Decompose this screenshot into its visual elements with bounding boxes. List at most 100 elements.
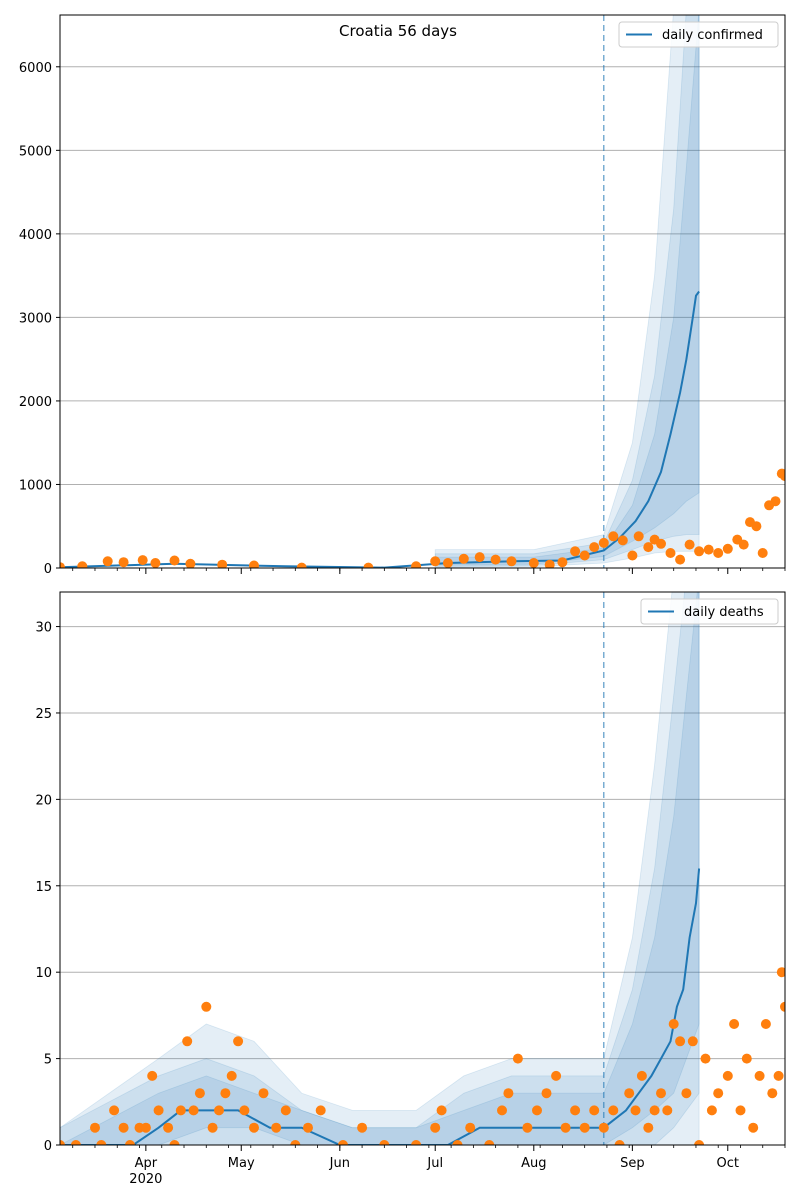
observed-point bbox=[96, 1140, 107, 1145]
axes-frame bbox=[59, 14, 786, 569]
y-tick-label: 5000 bbox=[19, 144, 52, 159]
observed-point bbox=[226, 1070, 237, 1081]
observed-point bbox=[90, 1122, 100, 1133]
observed-point bbox=[442, 558, 453, 568]
observed-point bbox=[258, 1088, 269, 1099]
observed-point bbox=[643, 542, 654, 553]
observed-point bbox=[668, 1019, 679, 1029]
y-tick-label: 30 bbox=[35, 621, 52, 636]
observed-point bbox=[430, 556, 441, 567]
observed-point bbox=[741, 1053, 752, 1064]
observed-point bbox=[303, 1122, 313, 1133]
observed-point bbox=[506, 556, 517, 567]
observed-point bbox=[656, 538, 666, 549]
observed-point bbox=[643, 1122, 654, 1133]
observed-point bbox=[140, 1122, 151, 1133]
observed-point bbox=[77, 561, 88, 568]
observed-point bbox=[570, 546, 581, 557]
observed-point bbox=[125, 1140, 135, 1145]
x-tick-label: Jun bbox=[329, 1156, 350, 1171]
observed-point bbox=[379, 1140, 390, 1145]
observed-point bbox=[512, 1053, 523, 1064]
x-tick-label: Jul bbox=[426, 1156, 443, 1171]
y-tick-label: 10 bbox=[35, 966, 52, 981]
observed-point bbox=[220, 1088, 231, 1099]
observed-point bbox=[271, 1122, 282, 1133]
observed-point bbox=[773, 1070, 784, 1081]
observed-point bbox=[503, 1088, 514, 1099]
x-tick-label: Aug bbox=[521, 1156, 546, 1171]
observed-point bbox=[411, 1140, 422, 1145]
observed-point bbox=[474, 552, 485, 563]
observed-point bbox=[633, 531, 644, 542]
observed-point bbox=[233, 1036, 244, 1047]
observed-point bbox=[675, 554, 686, 565]
observed-point bbox=[598, 537, 609, 548]
observed-point bbox=[614, 1140, 625, 1145]
observed-point bbox=[118, 1122, 129, 1133]
y-tick-label: 5 bbox=[44, 1053, 52, 1068]
observed-point bbox=[169, 555, 180, 566]
uncertainty-band bbox=[434, 15, 700, 566]
observed-point bbox=[484, 1140, 495, 1145]
observed-point bbox=[700, 1053, 711, 1064]
y-tick-label: 15 bbox=[35, 880, 52, 895]
observed-point bbox=[579, 1122, 590, 1133]
observed-point bbox=[627, 550, 638, 561]
observed-point bbox=[296, 562, 307, 568]
observed-point bbox=[694, 1140, 705, 1145]
observed-point bbox=[729, 1019, 740, 1029]
observed-point bbox=[217, 559, 228, 568]
observed-point bbox=[544, 559, 555, 568]
observed-point bbox=[687, 1036, 698, 1047]
y-tick-label: 1000 bbox=[19, 478, 52, 493]
y-tick-label: 20 bbox=[35, 793, 52, 808]
observed-point bbox=[185, 558, 196, 568]
legend-label: daily deaths bbox=[684, 605, 764, 620]
observed-point bbox=[780, 1001, 785, 1012]
observed-point bbox=[490, 554, 501, 565]
axes-frame bbox=[59, 591, 786, 1146]
observed-point bbox=[662, 1105, 673, 1116]
observed-point bbox=[137, 555, 148, 566]
observed-point bbox=[239, 1105, 250, 1116]
legend-box bbox=[618, 21, 779, 48]
observed-point bbox=[760, 1019, 771, 1029]
observed-point bbox=[315, 1105, 326, 1116]
observed-point bbox=[608, 1105, 619, 1116]
observed-point bbox=[290, 1140, 301, 1145]
uncertainty-band bbox=[434, 15, 700, 567]
y-tick-label: 0 bbox=[44, 1139, 52, 1154]
confirmed-panel: 0 1000 2000 3000 4000 5000 6000 daily confirmed bbox=[19, 14, 786, 577]
observed-point bbox=[649, 1105, 660, 1116]
observed-point bbox=[70, 1140, 81, 1145]
observed-point bbox=[665, 548, 676, 558]
observed-point bbox=[748, 1122, 759, 1133]
plot-area bbox=[60, 15, 785, 568]
observed-point bbox=[214, 1105, 224, 1116]
observed-point bbox=[617, 535, 628, 546]
observed-point bbox=[706, 1105, 717, 1116]
observed-point bbox=[713, 548, 724, 558]
observed-point bbox=[357, 1122, 368, 1133]
observed-point bbox=[722, 1070, 733, 1081]
observed-point bbox=[118, 557, 129, 568]
observed-point bbox=[338, 1140, 348, 1145]
observed-point bbox=[163, 1122, 174, 1133]
observed-point bbox=[188, 1105, 199, 1116]
observed-point bbox=[570, 1105, 581, 1116]
observed-point bbox=[624, 1088, 635, 1099]
y-tick-label: 0 bbox=[44, 562, 52, 577]
observed-point bbox=[153, 1105, 164, 1116]
observed-point bbox=[722, 543, 733, 554]
observed-point bbox=[630, 1105, 641, 1116]
legend-label: daily confirmed bbox=[662, 28, 763, 43]
observed-point bbox=[754, 1070, 765, 1081]
observed-point bbox=[430, 1122, 441, 1133]
y-tick-label: 25 bbox=[35, 707, 52, 722]
observed-point bbox=[458, 553, 469, 564]
observed-point bbox=[249, 560, 259, 568]
figure-title: Croatia 56 days bbox=[339, 22, 457, 40]
observed-point bbox=[109, 1105, 120, 1116]
